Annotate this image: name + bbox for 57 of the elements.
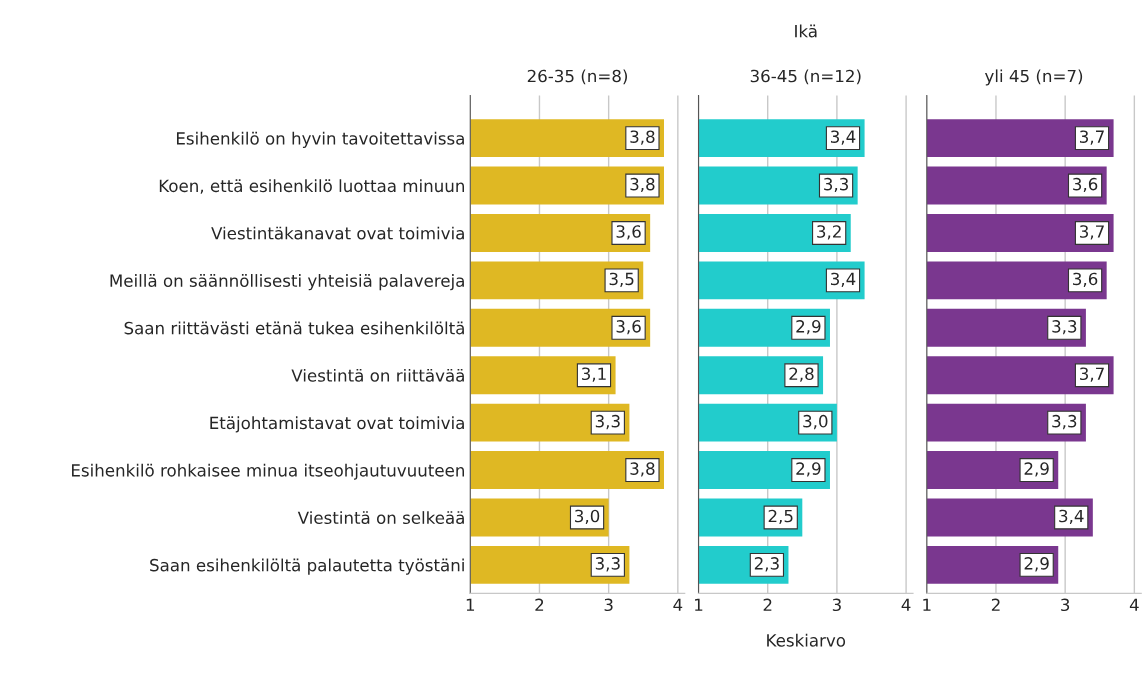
x-tick-label: 4 [1129, 598, 1139, 611]
data-label: 3,0 [575, 509, 600, 525]
data-label: 2,9 [1024, 462, 1049, 477]
data-label: 2,3 [754, 557, 779, 572]
data-label: 3,3 [595, 557, 620, 572]
data-label: 3,6 [616, 320, 641, 335]
data-label: 3,1 [582, 367, 606, 382]
data-label: 3,7 [1080, 367, 1104, 382]
x-tick-label: 4 [673, 598, 683, 611]
data-label: 3,7 [1080, 225, 1104, 240]
x-tick-label: 2 [535, 598, 544, 611]
x-axis-title: Keskiarvo [767, 633, 846, 647]
data-label: 3,5 [609, 272, 634, 287]
x-tick-label: 1 [695, 598, 703, 611]
data-label: 2,9 [796, 462, 821, 477]
x-tick-label: 4 [901, 598, 911, 611]
data-label: 3,0 [803, 414, 828, 430]
y-tick-label: Viestintäkanavat ovat toimivia [211, 226, 464, 240]
y-tick-label: Saan esihenkilöltä palautetta työstäni [150, 558, 464, 575]
data-label: 3,6 [1073, 272, 1098, 287]
x-tick-label: 1 [923, 598, 931, 611]
data-label: 3,2 [817, 225, 841, 240]
y-tick-label: Esihenkilö rohkaisee minua itseohjautuvuuteen [72, 463, 464, 480]
data-label: 3,3 [1052, 414, 1077, 430]
data-label: 3,3 [1052, 320, 1077, 335]
x-tick-label: 3 [1061, 598, 1070, 612]
data-label: 3,6 [616, 225, 641, 240]
chart-subtitle: yli 45 (n=7) [984, 69, 1083, 86]
x-tick-label: 3 [832, 598, 841, 612]
x-tick-label: 3 [604, 598, 613, 612]
data-label: 3,8 [630, 130, 655, 145]
data-label: 3,4 [831, 272, 856, 287]
x-tick-label: 2 [991, 598, 1000, 611]
chart-subtitle: 26-35 (n=8) [527, 69, 628, 85]
data-label: 2,5 [768, 509, 793, 525]
y-tick-label: Koen, että esihenkilö luottaa minuun [159, 179, 464, 194]
data-label: 3,7 [1080, 130, 1104, 145]
chart-title: Ikä [795, 24, 817, 38]
x-tick-label: 1 [466, 598, 475, 611]
data-label: 3,4 [1059, 509, 1084, 525]
y-tick-label: Meillä on säännöllisesti yhteisiä palavereja [110, 274, 464, 291]
y-tick-label: Saan riittävästi etänä tukea esihenkilöltä [124, 321, 464, 335]
data-label: 2,9 [1024, 557, 1049, 572]
y-tick-label: Etäjohtamistavat ovat toimivia [210, 416, 464, 433]
data-label: 3,8 [630, 462, 655, 477]
y-tick-label: Esihenkilö on hyvin tavoitettavissa [176, 131, 464, 148]
data-label: 2,9 [796, 320, 821, 335]
data-label: 3,8 [630, 177, 655, 193]
y-tick-label: Viestintä on riittävää [291, 368, 464, 382]
chart-subtitle: 36-45 (n=12) [750, 69, 861, 85]
data-label: 3,6 [1073, 177, 1098, 193]
x-tick-label: 2 [763, 598, 772, 611]
data-label: 2,8 [789, 367, 814, 382]
data-label: 3,4 [831, 130, 856, 145]
y-tick-label: Viestintä on selkeää [297, 511, 464, 525]
data-label: 3,3 [824, 177, 848, 193]
data-label: 3,3 [595, 414, 620, 430]
